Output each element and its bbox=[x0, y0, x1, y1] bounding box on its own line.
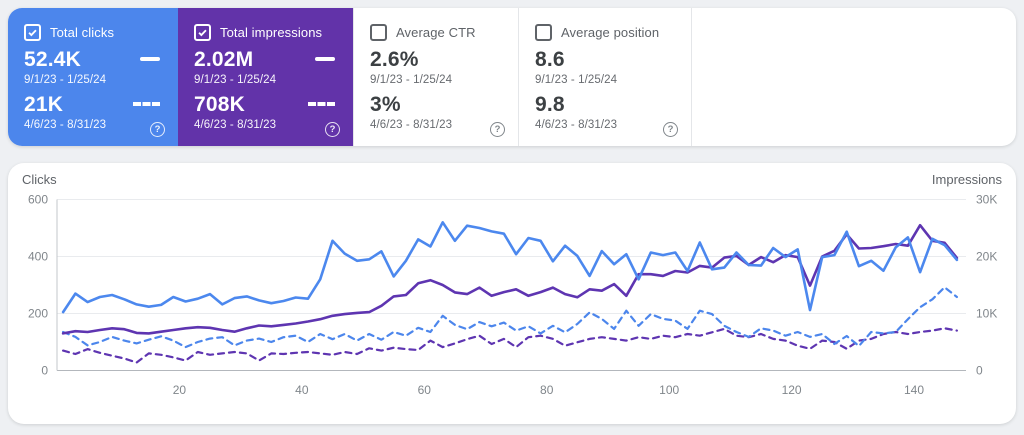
x-axis-tick: 100 bbox=[659, 383, 679, 397]
x-axis-tick: 60 bbox=[418, 383, 432, 397]
dashed-line-icon bbox=[308, 102, 335, 106]
left-axis-tick: 600 bbox=[28, 193, 48, 207]
total-clicks-checkbox[interactable] bbox=[24, 23, 41, 41]
left-axis-title: Clicks bbox=[22, 172, 57, 187]
previous-date-range: 4/6/23 - 8/31/23 bbox=[24, 119, 107, 131]
current-date-range: 9/1/23 - 1/25/24 bbox=[535, 74, 618, 86]
metrics-cards-row: Total clicks 52.4K 9/1/23 - 1/25/24 21K … bbox=[8, 8, 1016, 146]
metric-label: Average CTR bbox=[396, 24, 476, 40]
dashed-line-icon bbox=[133, 102, 160, 106]
current-date-range: 9/1/23 - 1/25/24 bbox=[370, 74, 453, 86]
x-axis-tick: 140 bbox=[904, 383, 924, 397]
current-value: 8.6 bbox=[535, 47, 565, 71]
current-value: 52.4K bbox=[24, 47, 82, 71]
solid-line-icon bbox=[315, 57, 335, 61]
previous-value: 3% bbox=[370, 92, 401, 116]
series-line-1 bbox=[61, 286, 959, 349]
x-axis-tick: 20 bbox=[173, 383, 187, 397]
help-icon[interactable]: ? bbox=[325, 122, 340, 137]
x-axis-tick: 40 bbox=[295, 383, 309, 397]
metrics-cards-panel: Total clicks 52.4K 9/1/23 - 1/25/24 21K … bbox=[8, 8, 1016, 146]
metric-card-total-impressions[interactable]: Total impressions 2.02M 9/1/23 - 1/25/24… bbox=[178, 8, 353, 146]
current-value: 2.02M bbox=[194, 47, 254, 71]
metric-label: Total impressions bbox=[220, 24, 323, 40]
right-axis-tick: 30K bbox=[976, 193, 997, 207]
performance-line-chart[interactable]: 0 0 200 10K 400 20K 600 30K 20 40 60 80 100 120 140 Cli… bbox=[8, 163, 1016, 424]
help-icon[interactable]: ? bbox=[150, 122, 165, 137]
previous-date-range: 4/6/23 - 8/31/23 bbox=[370, 119, 453, 131]
metric-label: Average position bbox=[561, 24, 660, 40]
solid-line-icon bbox=[140, 57, 160, 61]
series-line-3 bbox=[61, 220, 959, 314]
metric-label: Total clicks bbox=[50, 24, 115, 40]
x-axis-tick: 120 bbox=[782, 383, 802, 397]
performance-chart-panel: 0 0 200 10K 400 20K 600 30K 20 40 60 80 100 120 140 Cli… bbox=[8, 163, 1016, 424]
current-value: 2.6% bbox=[370, 47, 419, 71]
current-date-range: 9/1/23 - 1/25/24 bbox=[24, 74, 107, 86]
previous-value: 9.8 bbox=[535, 92, 565, 116]
right-axis-tick: 0 bbox=[976, 364, 983, 378]
help-icon[interactable]: ? bbox=[490, 122, 505, 137]
right-axis-title: Impressions bbox=[932, 172, 1003, 187]
right-axis-tick: 10K bbox=[976, 307, 997, 321]
previous-value: 708K bbox=[194, 92, 246, 116]
left-axis-tick: 200 bbox=[28, 307, 48, 321]
total-impressions-checkbox[interactable] bbox=[194, 23, 211, 41]
previous-date-range: 4/6/23 - 8/31/23 bbox=[194, 119, 277, 131]
metric-card-average-ctr[interactable]: Average CTR 2.6% 9/1/23 - 1/25/24 3% 4/6… bbox=[353, 8, 518, 146]
right-axis-tick: 20K bbox=[976, 250, 997, 264]
previous-date-range: 4/6/23 - 8/31/23 bbox=[535, 119, 618, 131]
metric-card-average-position[interactable]: Average position 8.6 9/1/23 - 1/25/24 9.… bbox=[518, 8, 692, 146]
average-ctr-checkbox[interactable] bbox=[370, 23, 387, 41]
series-line-0 bbox=[61, 327, 959, 364]
average-position-checkbox[interactable] bbox=[535, 23, 552, 41]
current-date-range: 9/1/23 - 1/25/24 bbox=[194, 74, 277, 86]
left-axis-tick: 400 bbox=[28, 250, 48, 264]
check-icon bbox=[198, 29, 207, 36]
series-line-2 bbox=[61, 223, 959, 335]
previous-value: 21K bbox=[24, 92, 64, 116]
metric-card-total-clicks[interactable]: Total clicks 52.4K 9/1/23 - 1/25/24 21K … bbox=[8, 8, 178, 146]
check-icon bbox=[28, 29, 37, 36]
x-axis-tick: 80 bbox=[540, 383, 554, 397]
left-axis-tick: 0 bbox=[41, 364, 48, 378]
help-icon[interactable]: ? bbox=[663, 122, 678, 137]
